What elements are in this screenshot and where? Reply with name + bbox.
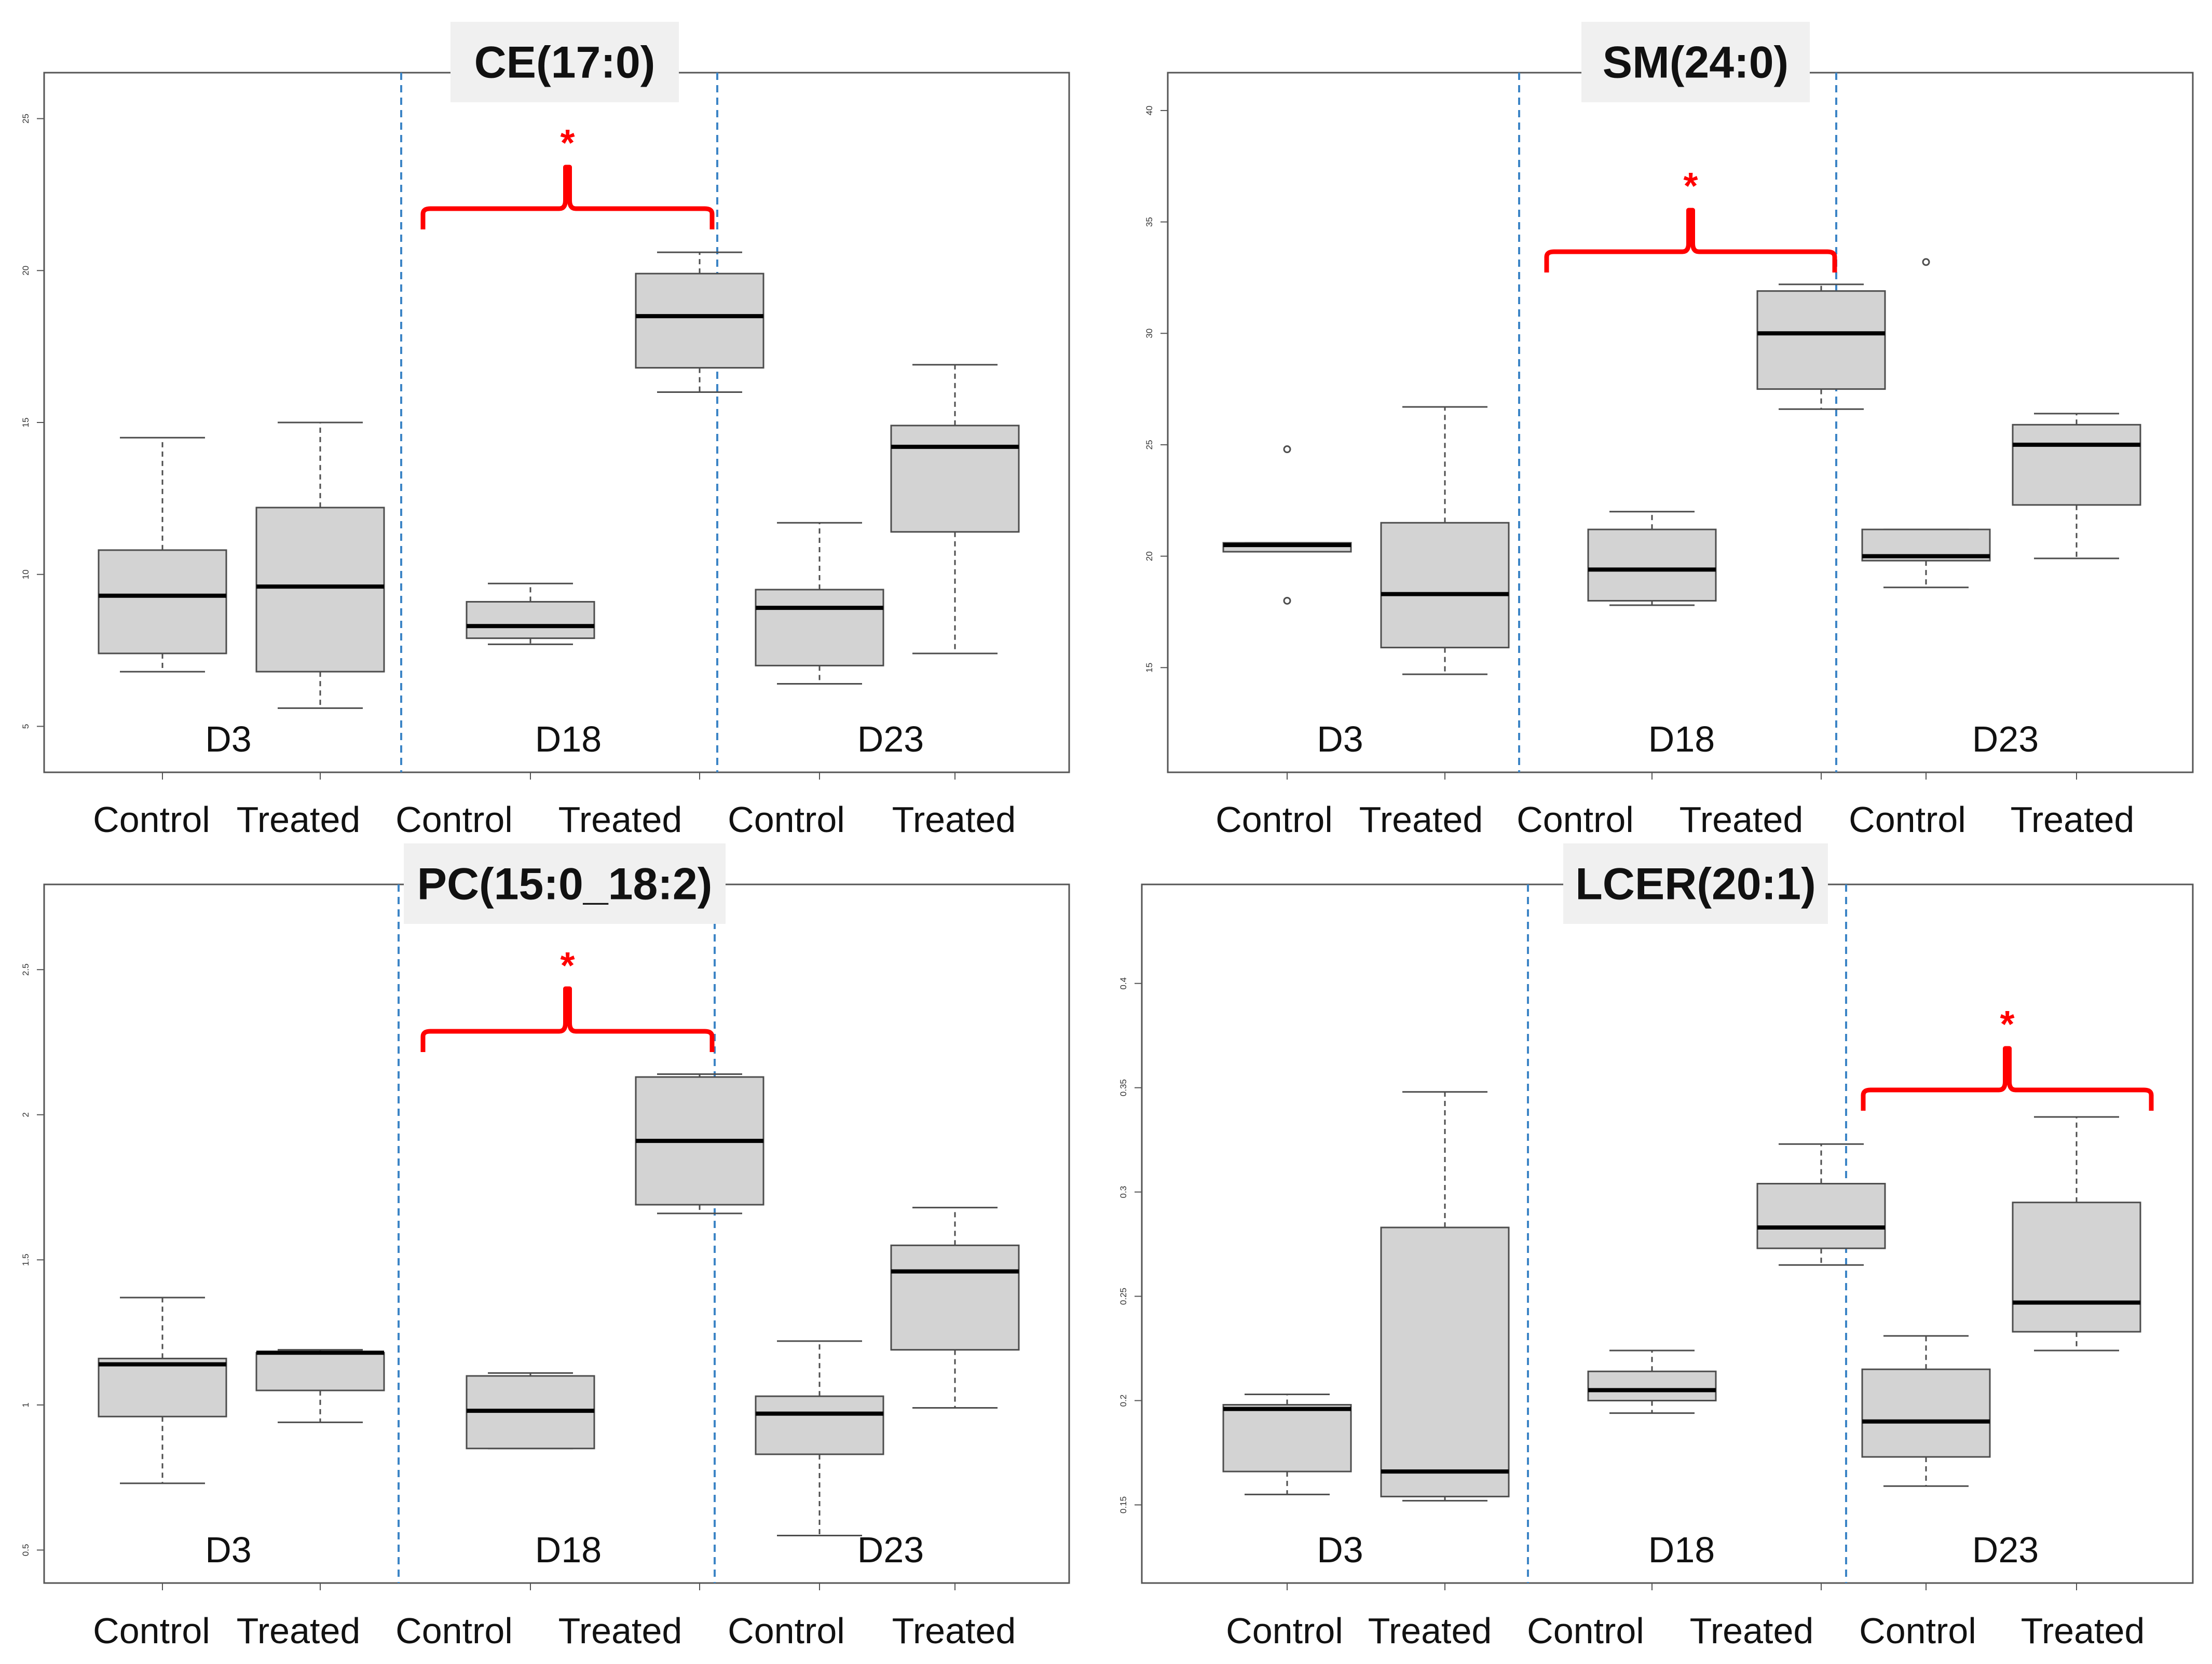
y-tick-label: 2 [21, 1112, 31, 1117]
category-label: Control [93, 799, 210, 840]
iqr-box [99, 1358, 226, 1416]
category-label: Treated [1359, 799, 1483, 840]
day-label-d18: D18 [1648, 719, 1715, 759]
y-tick-label: 0.25 [1118, 1288, 1128, 1305]
category-label: Treated [1368, 1611, 1492, 1651]
day-label-d3: D3 [1317, 719, 1363, 759]
iqr-box [2013, 1203, 2140, 1332]
y-tick-label: 2.5 [21, 963, 31, 976]
iqr-box [256, 1353, 384, 1390]
y-tick-label: 20 [1144, 551, 1154, 561]
iqr-box [256, 508, 384, 672]
day-label-d23: D23 [857, 1530, 924, 1570]
category-label: Control [1517, 799, 1634, 840]
iqr-box [99, 550, 226, 653]
y-tick-label: 35 [1144, 217, 1154, 227]
category-label: Control [1849, 799, 1966, 840]
category-label: Treated [892, 1611, 1016, 1651]
iqr-box [467, 602, 594, 638]
category-label: Control [93, 1611, 210, 1651]
category-label: Treated [237, 799, 361, 840]
category-label: Treated [1680, 799, 1804, 840]
y-tick-label: 0.4 [1118, 977, 1128, 990]
y-tick-label: 15 [21, 418, 31, 428]
y-tick-label: 0.5 [21, 1544, 31, 1557]
day-label-d23: D23 [1972, 719, 2039, 759]
category-label: Control [1216, 799, 1333, 840]
category-label: Control [1527, 1611, 1644, 1651]
iqr-box [1223, 1405, 1351, 1472]
significance-star: * [1683, 166, 1698, 207]
iqr-box [1588, 529, 1716, 601]
chart-title: LCER(20:1) [1575, 860, 1816, 909]
day-label-d18: D18 [535, 719, 602, 759]
day-label-d23: D23 [857, 719, 924, 759]
figure: 510152025D3 D18 D23Control Treated Control Tr… [0, 0, 2212, 1664]
day-label-d18: D18 [535, 1530, 602, 1570]
significance-star: * [2000, 1004, 2014, 1045]
y-tick-label: 15 [1144, 663, 1154, 673]
day-label-d3: D3 [205, 1530, 251, 1570]
y-tick-label: 25 [1144, 440, 1154, 449]
category-label: Control [395, 1611, 513, 1651]
y-tick-label: 0.15 [1118, 1496, 1128, 1513]
iqr-box [1588, 1371, 1716, 1400]
iqr-box [756, 1396, 883, 1454]
y-tick-label: 30 [1144, 329, 1154, 338]
y-tick-label: 40 [1144, 105, 1154, 115]
box-d18-treated [636, 1074, 763, 1213]
category-label: Control [728, 799, 845, 840]
category-label: Control [395, 799, 513, 840]
day-label-d23: D23 [1972, 1530, 2039, 1570]
panel-3: 0.5 1 1.5 2 2.5 D3 D18 D23 Control Treated Control… [21, 843, 1069, 1651]
day-label-d3: D3 [1317, 1530, 1363, 1570]
y-tick-label: 10 [21, 569, 31, 579]
panel-1: 5 10 15 20 25 D3 D18 D23 Control Treated Control Tr… [21, 22, 1069, 840]
iqr-box [1381, 523, 1509, 647]
y-tick-label: 1 [21, 1402, 31, 1407]
chart-title: PC(15:0_18:2) [417, 860, 713, 909]
day-label-d18: D18 [1648, 1530, 1715, 1570]
iqr-box [891, 1245, 1019, 1349]
y-tick-label: 0.3 [1118, 1186, 1128, 1198]
y-tick-label: 0.2 [1118, 1395, 1128, 1407]
category-label: Control [1859, 1611, 1976, 1651]
box-d18-control [467, 1373, 594, 1448]
iqr-box [891, 426, 1019, 532]
y-tick-label: 20 [21, 266, 31, 276]
y-tick-label: 5 [21, 724, 31, 729]
iqr-box [1757, 291, 1885, 389]
category-label: Treated [237, 1611, 361, 1651]
category-label: Treated [1690, 1611, 1814, 1651]
category-label: Control [1226, 1611, 1343, 1651]
plot-frame [1168, 73, 2193, 772]
chart-title: CE(17:0) [474, 38, 656, 88]
plot-frame [44, 884, 1069, 1583]
plot-frame [44, 73, 1069, 772]
y-tick-label: 0.35 [1118, 1079, 1128, 1096]
iqr-box [1381, 1227, 1509, 1496]
iqr-box [636, 274, 763, 367]
significance-star: * [560, 122, 575, 164]
category-label: Treated [2021, 1611, 2145, 1651]
category-label: Treated [558, 1611, 682, 1651]
iqr-box [1862, 1369, 1990, 1457]
y-tick-label: 25 [21, 114, 31, 124]
day-label-d3: D3 [205, 719, 251, 759]
y-tick-label: 1.5 [21, 1254, 31, 1266]
iqr-box [756, 590, 883, 665]
panel-4: 0.15 0.2 0.25 0.3 0.35 0.4 D3 D18 D23 Control Trea… [1118, 843, 2193, 1651]
category-label: Treated [2011, 799, 2135, 840]
category-label: Treated [892, 799, 1016, 840]
iqr-box [2013, 425, 2140, 505]
iqr-box [1757, 1184, 1885, 1249]
category-label: Treated [558, 799, 682, 840]
significance-star: * [560, 945, 575, 987]
chart-title: SM(24:0) [1603, 38, 1788, 88]
category-label: Control [728, 1611, 845, 1651]
